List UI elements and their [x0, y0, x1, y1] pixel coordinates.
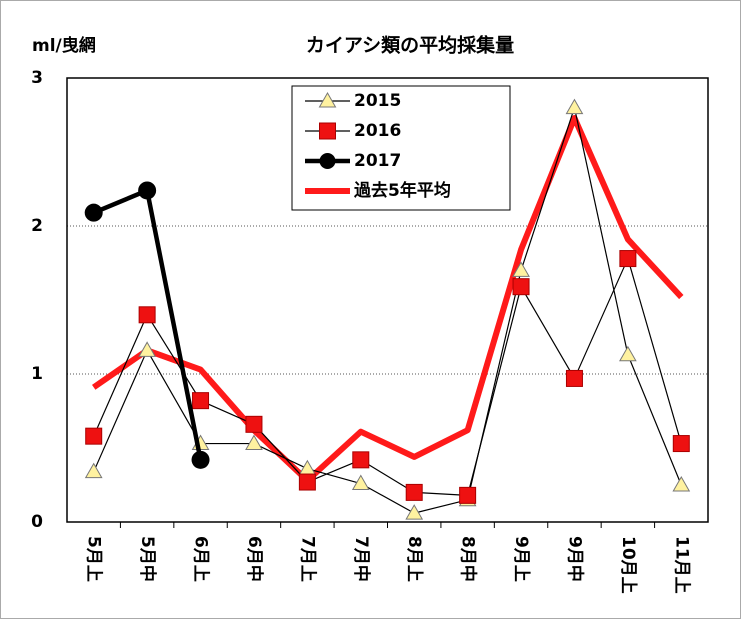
y-tick-label: 0 [31, 512, 43, 532]
marker [405, 483, 423, 501]
legend-label: 2016 [354, 121, 401, 141]
y-axis-label: ml/曳網 [32, 35, 96, 56]
marker [512, 261, 530, 277]
marker [245, 434, 263, 451]
marker [84, 462, 103, 479]
marker [672, 435, 690, 453]
marker [565, 369, 583, 387]
marker [84, 203, 103, 222]
marker [619, 250, 637, 268]
marker [352, 451, 370, 469]
marker [138, 181, 157, 200]
legend-label: 過去5年平均 [354, 180, 451, 201]
marker [85, 427, 103, 445]
x-tick-label: 5月上 [84, 536, 104, 582]
x-tick-label: 8月上 [404, 536, 424, 582]
marker [191, 450, 210, 469]
marker [512, 278, 530, 296]
y-tick-label: 3 [31, 68, 43, 88]
marker [565, 98, 584, 115]
marker [298, 473, 316, 491]
y-tick-label: 2 [31, 216, 43, 236]
x-tick-label: 7月中 [351, 536, 372, 582]
marker [405, 504, 424, 520]
marker [192, 392, 210, 410]
legend-label: 2015 [354, 91, 401, 111]
y-tick-label: 1 [31, 364, 43, 384]
x-tick-label: 8月中 [458, 536, 479, 582]
legend-marker [319, 153, 336, 169]
x-tick-label: 9月上 [511, 536, 531, 582]
marker [138, 306, 156, 324]
marker [138, 341, 156, 357]
legend-marker [318, 91, 337, 108]
marker [459, 486, 477, 504]
x-tick-label: 9月中 [564, 536, 585, 582]
series-line [92, 114, 684, 484]
marker [619, 345, 637, 362]
marker [245, 415, 263, 433]
x-tick-label: 10月上 [618, 536, 638, 594]
marker [351, 474, 370, 491]
series-line [93, 257, 682, 496]
legend-marker [319, 122, 336, 140]
marker [672, 475, 691, 492]
x-tick-label: 6月中 [244, 536, 265, 582]
x-tick-label: 7月上 [297, 536, 317, 582]
x-tick-label: 11月上 [671, 536, 691, 594]
legend-label: 2017 [354, 151, 401, 171]
series-line [93, 107, 682, 514]
chart-title: カイアシ類の平均採集量 [306, 34, 514, 57]
x-tick-label: 6月上 [191, 536, 211, 582]
x-tick-label: 5月中 [137, 536, 158, 582]
